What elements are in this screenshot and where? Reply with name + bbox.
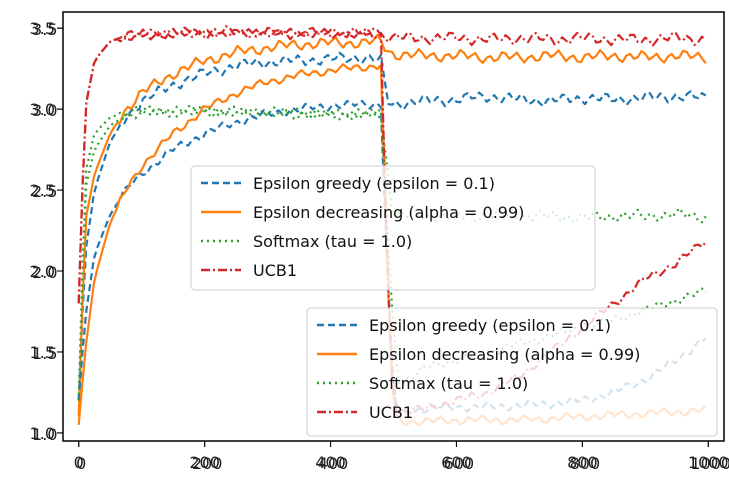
legend-label: Epsilon decreasing (alpha = 0.99): [369, 345, 640, 364]
x-tick-label: 1000: [688, 453, 729, 472]
y-tick-label: 2.5: [30, 181, 55, 200]
legend-box-1: [190, 165, 596, 291]
x-tick-label: 0: [76, 454, 86, 473]
x-tick-label: 200: [192, 454, 223, 473]
y-tick-label: 3.0: [30, 100, 55, 119]
x-tick-label: 0: [74, 453, 84, 472]
x-tick-label: 400: [318, 454, 349, 473]
legend-label: Epsilon decreasing (alpha = 0.99): [253, 203, 524, 222]
y-tick-label: 3.5: [32, 20, 57, 39]
legend-label: UCB1: [253, 261, 297, 280]
y-tick-label: 3.0: [32, 101, 57, 120]
y-tick-label: 2.0: [32, 263, 57, 282]
y-tick-label: 1.0: [32, 425, 57, 444]
x-tick-label: 400: [315, 453, 346, 472]
x-tick-label: 800: [570, 454, 601, 473]
legend-label: Epsilon greedy (epsilon = 0.1): [253, 174, 495, 193]
x-tick-label: 600: [444, 454, 475, 473]
y-tick-label: 2.5: [32, 182, 57, 201]
legend-label: Softmax (tau = 1.0): [369, 374, 528, 393]
legend-box-2: [306, 307, 718, 437]
legends: Epsilon greedy (epsilon = 0.1) Epsilon de…: [190, 165, 718, 437]
y-tick-label: 3.5: [30, 19, 55, 38]
x-tick-label: 200: [189, 453, 220, 472]
x-tick-label: 800: [567, 453, 598, 472]
x-tick-label: 1000: [690, 454, 729, 473]
series-line-1-1: [77, 51, 707, 401]
series-line-1-2: [77, 34, 707, 417]
legend-label: Softmax (tau = 1.0): [253, 232, 412, 251]
legend-label: Epsilon greedy (epsilon = 0.1): [369, 316, 611, 335]
y-tick-label: 1.0: [30, 424, 55, 443]
y-tick-label: 2.0: [30, 262, 55, 281]
plot-frame: [62, 11, 725, 442]
y-tick-label: 1.5: [30, 343, 55, 362]
y-tick-label: 1.5: [32, 344, 57, 363]
legend-label: UCB1: [369, 403, 413, 422]
x-tick-label: 600: [441, 453, 472, 472]
series-line-1-4: [77, 25, 707, 304]
